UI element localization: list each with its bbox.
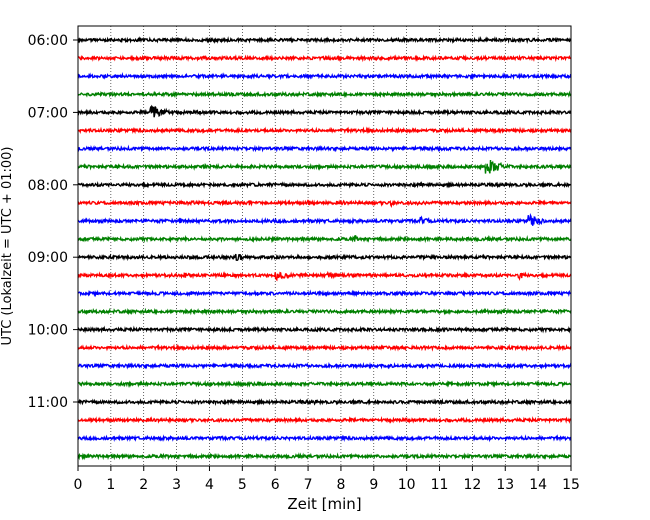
seismogram-trace xyxy=(77,452,572,461)
seismogram-trace xyxy=(77,343,572,352)
x-tick-label: 5 xyxy=(238,477,247,493)
x-tick-label: 15 xyxy=(562,477,580,493)
seismogram-trace xyxy=(77,144,572,153)
seismogram-trace xyxy=(77,126,572,135)
seismogram-trace xyxy=(77,416,572,425)
y-axis-ticks: 06:00 07:00 08:00 09:00 10:00 11:00 xyxy=(28,33,78,411)
seismogram-traces xyxy=(77,35,572,461)
seismogram-trace xyxy=(77,379,572,389)
seismogram-trace xyxy=(77,361,572,370)
seismogram-trace xyxy=(77,90,572,99)
grid-lines xyxy=(110,26,539,466)
x-tick-label: 12 xyxy=(463,477,481,493)
seismogram-trace xyxy=(77,159,572,174)
seismogram-trace xyxy=(77,434,572,443)
x-tick-label: 14 xyxy=(529,477,547,493)
plot-frame xyxy=(77,25,572,467)
x-tick-label: 7 xyxy=(304,477,313,493)
seismogram-trace xyxy=(77,398,572,407)
seismogram-trace xyxy=(77,213,572,226)
x-tick-label: 6 xyxy=(271,477,280,493)
seismogram-trace xyxy=(77,180,572,189)
seismogram-trace xyxy=(77,253,572,262)
y-tick-label: 09:00 xyxy=(28,250,68,266)
x-tick-label: 11 xyxy=(431,477,449,493)
x-tick-label: 2 xyxy=(139,477,148,493)
x-tick-label: 4 xyxy=(205,477,214,493)
seismogram-trace xyxy=(77,234,572,244)
seismogram-trace xyxy=(77,104,572,118)
y-tick-label: 07:00 xyxy=(28,105,68,121)
x-tick-label: 9 xyxy=(369,477,378,493)
x-axis-label: Zeit [min] xyxy=(287,495,361,513)
seismogram-trace xyxy=(77,307,572,316)
seismogram-trace xyxy=(77,270,572,282)
y-tick-label: 06:00 xyxy=(28,33,68,49)
x-axis-ticks: 0 1 2 3 4 5 6 7 8 9 10 11 12 13 14 15 xyxy=(74,466,580,493)
seismogram-trace xyxy=(77,325,572,334)
x-tick-label: 8 xyxy=(336,477,345,493)
x-tick-label: 10 xyxy=(398,477,416,493)
y-tick-label: 11:00 xyxy=(28,395,68,411)
seismogram-trace xyxy=(77,72,572,81)
x-tick-label: 13 xyxy=(496,477,514,493)
seismogram-trace xyxy=(77,35,572,45)
x-tick-label: 3 xyxy=(172,477,181,493)
y-tick-label: 10:00 xyxy=(28,323,68,339)
y-axis-label: UTC (Lokalzeit = UTC + 01:00) xyxy=(0,147,15,346)
x-tick-label: 0 xyxy=(74,477,83,493)
seismogram-trace xyxy=(77,198,572,208)
seismogram-trace xyxy=(78,289,572,298)
seismogram-trace xyxy=(77,54,572,63)
y-tick-label: 08:00 xyxy=(28,178,68,194)
x-tick-label: 1 xyxy=(106,477,115,493)
